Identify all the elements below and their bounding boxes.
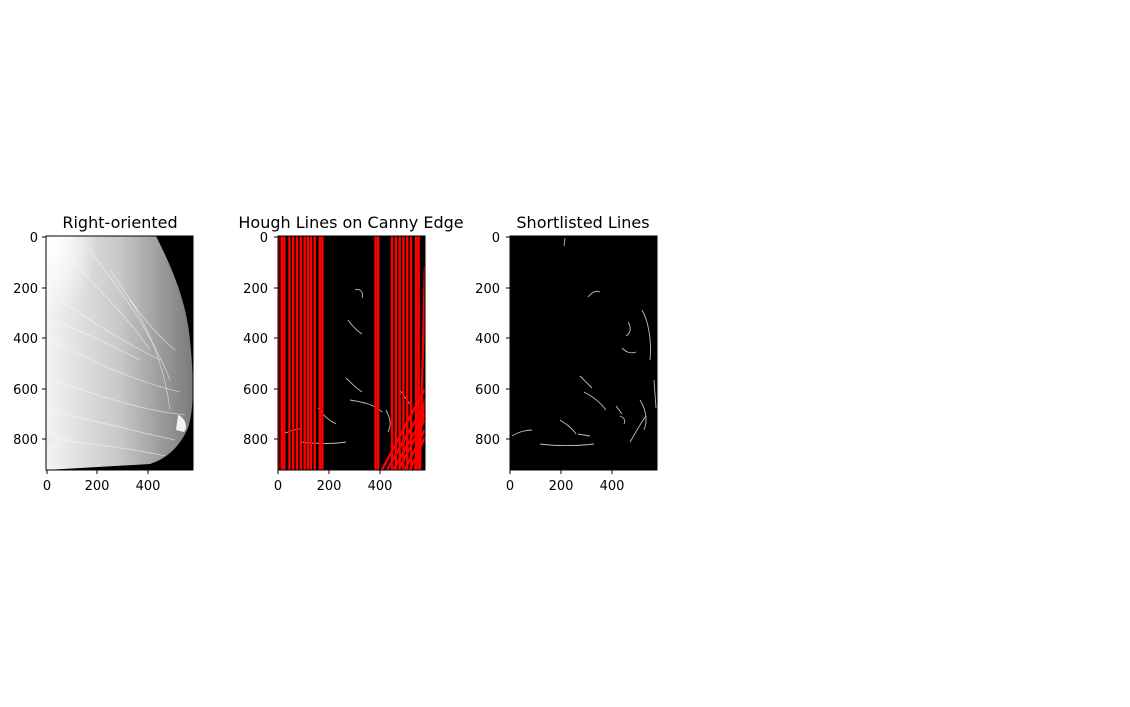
y-tick-label: 600: [243, 383, 268, 398]
x-tick-label: 0: [43, 479, 51, 494]
panel-title: Right-oriented: [62, 213, 177, 232]
y-tick-label: 600: [475, 383, 500, 398]
y-tick-label: 800: [13, 433, 38, 448]
panel-hough-lines: Hough Lines on Canny Edge 0 200: [238, 213, 463, 494]
y-tick-label: 200: [475, 282, 500, 297]
x-tick-label: 0: [506, 479, 514, 494]
y-axis: 0 200 400 600 800: [13, 231, 46, 448]
x-tick-label: 400: [368, 479, 393, 494]
y-tick-label: 800: [243, 433, 268, 448]
y-tick-label: 0: [30, 231, 38, 246]
panel-shortlisted-lines: Shortlisted Lines: [475, 213, 658, 494]
panel-right-oriented: Right-oriented: [13, 213, 194, 494]
hough-line: [392, 413, 425, 470]
panel-title: Hough Lines on Canny Edge: [238, 213, 463, 232]
panel-title: Shortlisted Lines: [516, 213, 649, 232]
y-axis: 0 200 400 600 800: [243, 231, 278, 448]
x-tick-label: 400: [136, 479, 161, 494]
x-tick-label: 0: [274, 479, 282, 494]
hough-line: [385, 403, 425, 470]
x-axis: 0 200 400: [274, 470, 393, 494]
y-tick-label: 800: [475, 433, 500, 448]
x-axis: 0 200 400: [506, 470, 625, 494]
y-tick-label: 400: [13, 332, 38, 347]
hough-line: [380, 388, 425, 470]
canny-edges: [511, 237, 657, 446]
y-axis: 0 200 400 600 800: [475, 231, 510, 448]
hough-line: [418, 266, 425, 470]
y-tick-label: 0: [492, 231, 500, 246]
y-tick-label: 200: [13, 282, 38, 297]
y-tick-label: 200: [243, 282, 268, 297]
x-tick-label: 200: [85, 479, 110, 494]
x-axis: 0 200 400: [43, 470, 161, 494]
hough-lines: [278, 236, 425, 470]
y-tick-label: 400: [475, 332, 500, 347]
x-tick-label: 200: [549, 479, 574, 494]
mammogram-image: [46, 236, 193, 470]
y-tick-label: 0: [260, 231, 268, 246]
y-tick-label: 600: [13, 383, 38, 398]
x-tick-label: 200: [317, 479, 342, 494]
y-tick-label: 400: [243, 332, 268, 347]
x-tick-label: 400: [600, 479, 625, 494]
